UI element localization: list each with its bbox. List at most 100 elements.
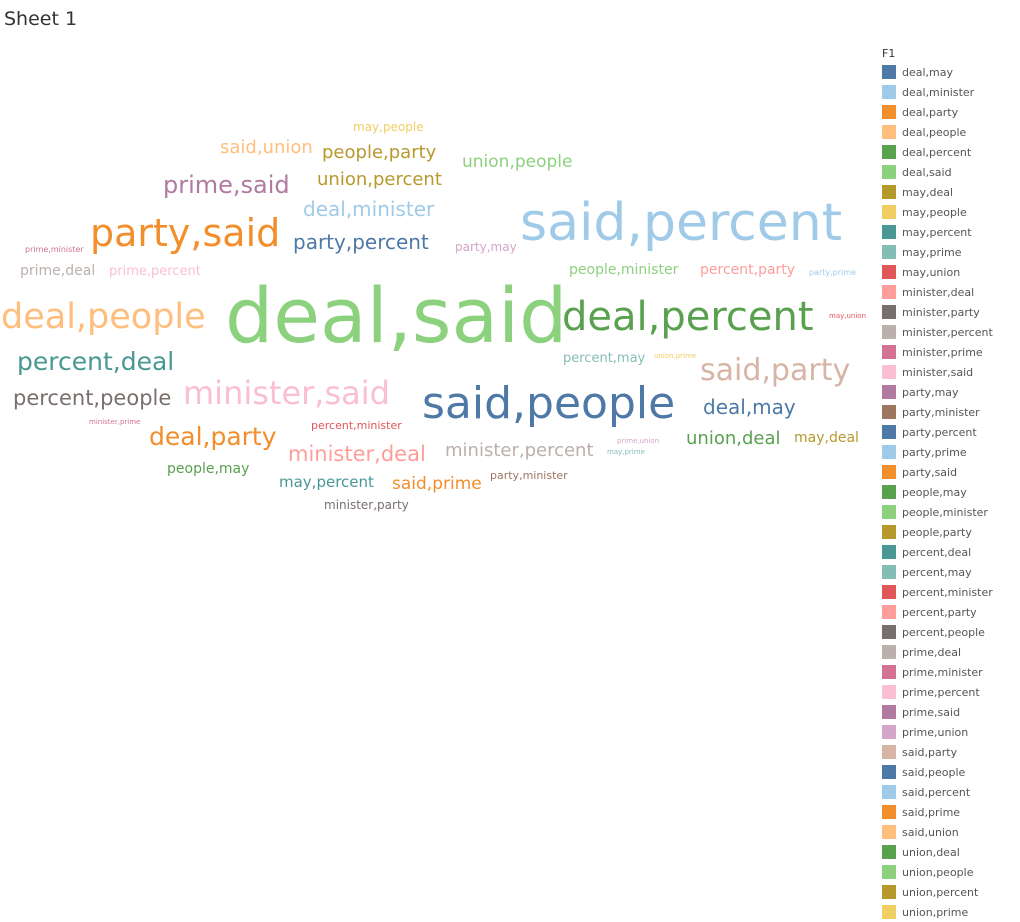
legend-item-party-may[interactable]: party,may bbox=[882, 382, 1018, 402]
legend-item-party-percent[interactable]: party,percent bbox=[882, 422, 1018, 442]
legend-label: said,prime bbox=[902, 805, 961, 819]
legend-swatch bbox=[882, 425, 896, 439]
legend-item-minister-said[interactable]: minister,said bbox=[882, 362, 1018, 382]
word-may-deal: may,deal bbox=[794, 430, 859, 446]
legend-item-deal-minister[interactable]: deal,minister bbox=[882, 82, 1018, 102]
legend-label: percent,may bbox=[902, 565, 972, 579]
legend-label: deal,may bbox=[902, 65, 954, 79]
legend-item-minister-deal[interactable]: minister,deal bbox=[882, 282, 1018, 302]
legend-label: minister,percent bbox=[902, 325, 993, 339]
legend-swatch bbox=[882, 805, 896, 819]
legend-label: party,minister bbox=[902, 405, 980, 419]
legend-swatch bbox=[882, 845, 896, 859]
legend-item-union-people[interactable]: union,people bbox=[882, 862, 1018, 882]
legend-item-may-deal[interactable]: may,deal bbox=[882, 182, 1018, 202]
legend-item-party-minister[interactable]: party,minister bbox=[882, 402, 1018, 422]
legend-item-minister-prime[interactable]: minister,prime bbox=[882, 342, 1018, 362]
legend-item-percent-deal[interactable]: percent,deal bbox=[882, 542, 1018, 562]
legend-item-prime-percent[interactable]: prime,percent bbox=[882, 682, 1018, 702]
word-said-percent: said,percent bbox=[520, 193, 842, 253]
word-union-deal: union,deal bbox=[686, 428, 781, 449]
legend-swatch bbox=[882, 65, 896, 79]
legend-label: people,minister bbox=[902, 505, 988, 519]
legend-item-percent-minister[interactable]: percent,minister bbox=[882, 582, 1018, 602]
legend-item-said-union[interactable]: said,union bbox=[882, 822, 1018, 842]
word-party-minister: party,minister bbox=[490, 469, 568, 482]
word-union-people: union,people bbox=[462, 152, 572, 172]
legend-item-union-deal[interactable]: union,deal bbox=[882, 842, 1018, 862]
legend-item-deal-party[interactable]: deal,party bbox=[882, 102, 1018, 122]
word-prime-percent: prime,percent bbox=[109, 264, 201, 279]
sheet-title: Sheet 1 bbox=[4, 8, 78, 30]
legend-swatch bbox=[882, 585, 896, 599]
legend-item-deal-percent[interactable]: deal,percent bbox=[882, 142, 1018, 162]
legend-item-union-prime[interactable]: union,prime bbox=[882, 902, 1018, 922]
legend-item-people-minister[interactable]: people,minister bbox=[882, 502, 1018, 522]
word-people-party: people,party bbox=[322, 142, 437, 163]
legend-item-percent-may[interactable]: percent,may bbox=[882, 562, 1018, 582]
legend-item-may-union[interactable]: may,union bbox=[882, 262, 1018, 282]
legend-item-deal-may[interactable]: deal,may bbox=[882, 62, 1018, 82]
legend-label: said,percent bbox=[902, 785, 971, 799]
legend-item-party-prime[interactable]: party,prime bbox=[882, 442, 1018, 462]
legend-item-percent-people[interactable]: percent,people bbox=[882, 622, 1018, 642]
word-minister-said: minister,said bbox=[183, 374, 390, 412]
legend-item-may-people[interactable]: may,people bbox=[882, 202, 1018, 222]
legend-label: prime,percent bbox=[902, 685, 980, 699]
legend-item-may-percent[interactable]: may,percent bbox=[882, 222, 1018, 242]
legend-title: F1 bbox=[882, 47, 896, 60]
legend-item-deal-said[interactable]: deal,said bbox=[882, 162, 1018, 182]
legend-swatch bbox=[882, 105, 896, 119]
word-percent-minister: percent,minister bbox=[311, 419, 402, 432]
word-cloud: deal,said said,percent said,people deal,per… bbox=[1, 120, 866, 512]
legend-item-union-percent[interactable]: union,percent bbox=[882, 882, 1018, 902]
legend-item-party-said[interactable]: party,said bbox=[882, 462, 1018, 482]
legend-item-prime-deal[interactable]: prime,deal bbox=[882, 642, 1018, 662]
word-deal-may: deal,may bbox=[703, 395, 796, 419]
legend-items: deal,may deal,minister deal,party deal,peop… bbox=[882, 62, 1018, 922]
legend-item-people-may[interactable]: people,may bbox=[882, 482, 1018, 502]
word-said-prime: said,prime bbox=[392, 474, 482, 494]
word-deal-party: deal,party bbox=[149, 422, 277, 451]
legend-item-people-party[interactable]: people,party bbox=[882, 522, 1018, 542]
word-deal-said: deal,said bbox=[225, 271, 567, 360]
legend-item-minister-party[interactable]: minister,party bbox=[882, 302, 1018, 322]
legend-label: percent,people bbox=[902, 625, 985, 639]
word-deal-percent: deal,percent bbox=[562, 294, 814, 340]
legend-item-prime-union[interactable]: prime,union bbox=[882, 722, 1018, 742]
legend-label: minister,deal bbox=[902, 285, 975, 299]
word-people-may: people,may bbox=[167, 461, 249, 477]
legend-label: prime,union bbox=[902, 725, 969, 739]
legend-swatch bbox=[882, 645, 896, 659]
legend-item-prime-minister[interactable]: prime,minister bbox=[882, 662, 1018, 682]
legend-swatch bbox=[882, 465, 896, 479]
legend-item-said-percent[interactable]: said,percent bbox=[882, 782, 1018, 802]
word-party-may: party,may bbox=[455, 240, 517, 254]
word-party-prime: party,prime bbox=[809, 268, 856, 277]
legend-label: deal,party bbox=[902, 105, 959, 119]
legend-swatch bbox=[882, 145, 896, 159]
legend-label: may,deal bbox=[902, 185, 954, 199]
legend-item-deal-people[interactable]: deal,people bbox=[882, 122, 1018, 142]
legend-item-may-prime[interactable]: may,prime bbox=[882, 242, 1018, 262]
legend-swatch bbox=[882, 85, 896, 99]
word-prime-said: prime,said bbox=[163, 171, 290, 199]
legend-swatch bbox=[882, 685, 896, 699]
word-union-percent: union,percent bbox=[317, 169, 442, 190]
legend-swatch bbox=[882, 885, 896, 899]
legend-swatch bbox=[882, 825, 896, 839]
legend-item-minister-percent[interactable]: minister,percent bbox=[882, 322, 1018, 342]
word-minister-deal: minister,deal bbox=[288, 442, 426, 466]
word-prime-minister: prime,minister bbox=[25, 245, 84, 254]
legend-swatch bbox=[882, 505, 896, 519]
legend-label: prime,deal bbox=[902, 645, 962, 659]
legend-item-said-people[interactable]: said,people bbox=[882, 762, 1018, 782]
legend-item-said-prime[interactable]: said,prime bbox=[882, 802, 1018, 822]
legend-swatch bbox=[882, 405, 896, 419]
legend-item-said-party[interactable]: said,party bbox=[882, 742, 1018, 762]
legend-item-prime-said[interactable]: prime,said bbox=[882, 702, 1018, 722]
legend-item-percent-party[interactable]: percent,party bbox=[882, 602, 1018, 622]
word-deal-minister: deal,minister bbox=[303, 197, 435, 221]
legend-swatch bbox=[882, 605, 896, 619]
legend-label: deal,said bbox=[902, 165, 952, 179]
